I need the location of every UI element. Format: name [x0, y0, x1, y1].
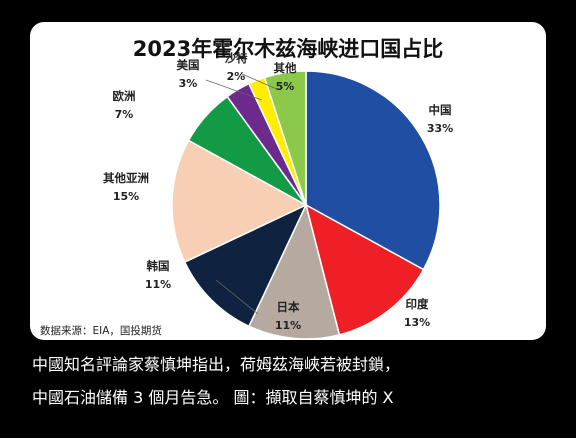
pie-slice-3 [247, 202, 341, 340]
pie-slice-4 [183, 203, 308, 328]
slice-name-label: 沙特 [225, 51, 248, 65]
slice-percent-label: 5% [276, 80, 295, 93]
pie-chart: 2023年霍尔木兹海峡进口国占比 中国 33% 印度 13% 日本 11% 韩国 11% 其他亚… [40, 37, 453, 340]
leader-line-7 [205, 79, 263, 101]
slice-name-label: 欧洲 [113, 89, 136, 103]
pie-slices [171, 70, 441, 340]
slice-name-label: 其他亚洲 [103, 171, 149, 185]
pie-slice-2 [304, 203, 425, 336]
pie-slice-9 [263, 70, 307, 206]
slice-percent-label: 33% [427, 122, 453, 135]
pie-slice-5 [171, 139, 308, 264]
pie-labels: 中国 33% 印度 13% 日本 11% 韩国 11% 其他亚洲 15% 欧洲 7% 美国 3% 沙特 2% 其… [103, 51, 453, 332]
pie-slice-1 [305, 70, 441, 271]
slice-name-label: 中国 [429, 103, 452, 117]
slice-percent-label: 3% [179, 77, 198, 90]
leader-line-8 [241, 73, 280, 91]
slice-name-label: 印度 [406, 297, 429, 311]
slice-percent-label: 13% [404, 316, 430, 329]
slice-percent-label: 15% [113, 190, 139, 203]
chart-title: 2023年霍尔木兹海峡进口国占比 [133, 37, 443, 61]
leader-line-4 [215, 279, 259, 315]
source-note: 数据来源：EIA，国投期货 [40, 324, 162, 337]
slice-percent-label: 11% [275, 319, 301, 332]
chart-card: 2023年霍尔木兹海峡进口国占比 中国 33% 印度 13% 日本 11% 韩国 11% 其他亚… [30, 22, 546, 340]
caption-line-2: 中國石油儲備 3 個月告急。 圖：擷取自蔡慎坤的 X [32, 388, 394, 407]
slice-percent-label: 2% [227, 70, 246, 83]
slice-percent-label: 11% [145, 278, 171, 291]
slice-name-label: 日本 [277, 300, 300, 314]
slice-name-label: 韩国 [147, 259, 170, 273]
slice-name-label: 美国 [177, 58, 200, 72]
caption-line-1: 中國知名評論家蔡慎坤指出，荷姆茲海峽若被封鎖， [32, 355, 401, 374]
slice-percent-label: 7% [115, 108, 134, 121]
slice-name-label: 其他 [274, 61, 297, 75]
